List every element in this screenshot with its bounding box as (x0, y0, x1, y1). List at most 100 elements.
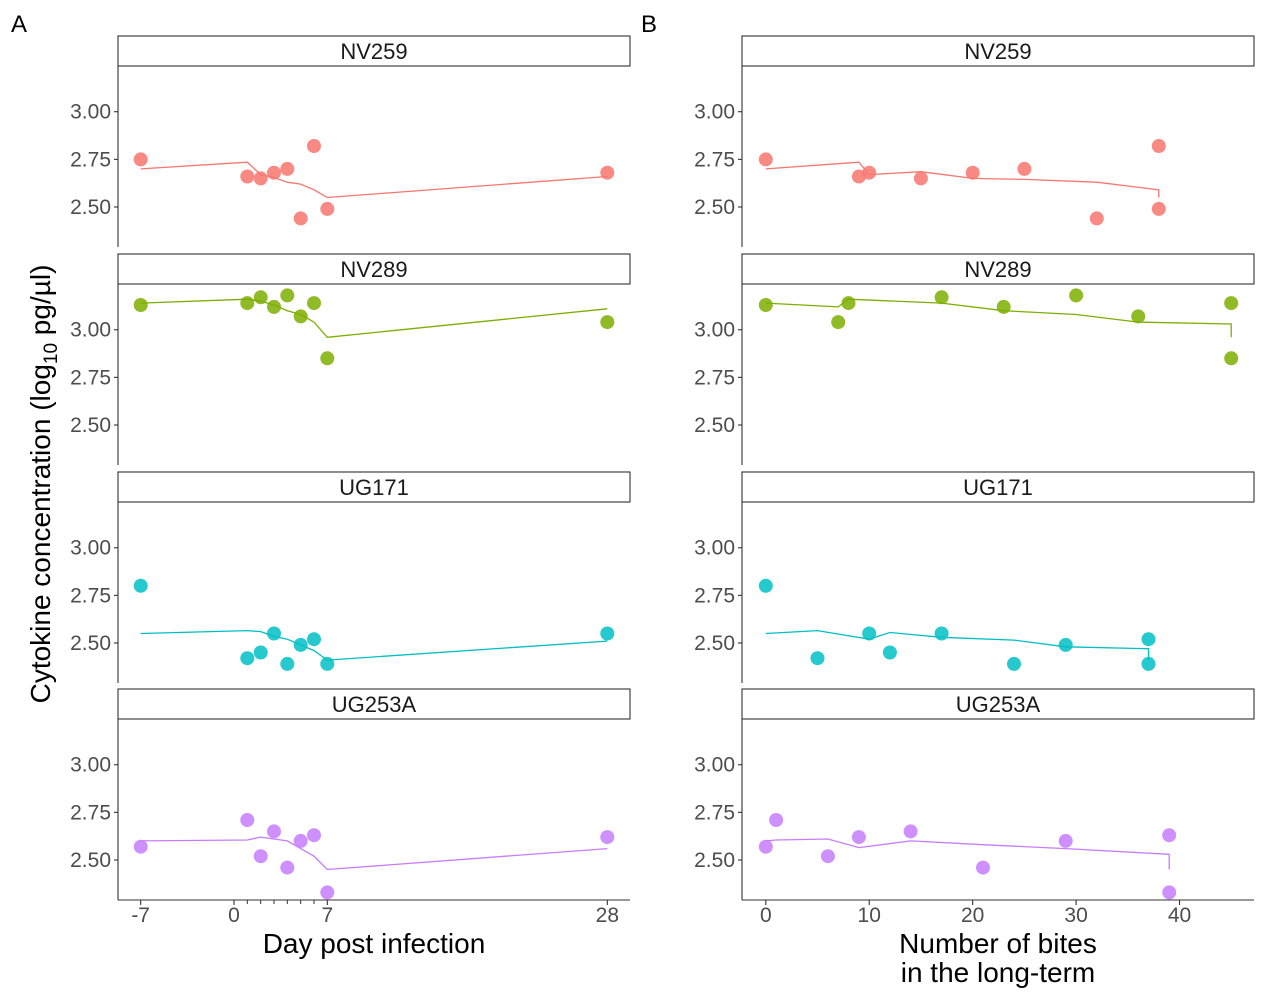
data-point (280, 860, 295, 875)
data-point (267, 165, 281, 180)
data-point (934, 290, 949, 305)
data-point (1089, 211, 1104, 226)
data-point (307, 632, 321, 647)
y-tick-label: 2.50 (70, 414, 111, 437)
y-tick-label: 2.50 (694, 414, 735, 437)
facet-strip-label: NV259 (340, 39, 407, 64)
data-point (240, 651, 255, 666)
data-point (1141, 632, 1156, 647)
x-tick-label: 28 (596, 904, 619, 927)
data-point (133, 298, 148, 312)
x-tick-label: -7 (131, 904, 150, 927)
y-tick-label: 3.00 (70, 537, 111, 560)
data-point (1017, 161, 1032, 176)
fit-line (140, 629, 608, 661)
data-point (133, 578, 148, 593)
panel-tag-b: B (641, 11, 657, 38)
data-point (1007, 656, 1021, 671)
data-point (253, 171, 268, 186)
data-point (307, 296, 321, 311)
data-point (240, 296, 255, 311)
data-point (293, 637, 308, 652)
data-point (758, 578, 773, 593)
facet-b-nv259: NV259 2.50 2.75 3.00 (694, 35, 1255, 247)
y-axis-title-tail: pg/µl) (25, 265, 56, 343)
x-tick-label: 0 (228, 904, 240, 927)
data-point (831, 315, 846, 330)
data-point (851, 830, 866, 845)
data-point (320, 656, 335, 671)
panel-tag-a: A (11, 11, 27, 38)
data-point (1224, 296, 1239, 311)
data-point (758, 839, 773, 854)
data-point (293, 309, 308, 324)
facet-b-nv289: NV289 2.50 2.75 3.00 (694, 253, 1255, 465)
y-tick-label: 2.50 (694, 632, 735, 655)
y-tick-label: 3.00 (694, 537, 735, 560)
y-axis-title: Cytokine concentration (log10 pg/µl) (25, 265, 62, 704)
data-point (293, 211, 308, 226)
data-point (307, 828, 321, 843)
fit-line (140, 298, 608, 338)
data-point (1069, 288, 1084, 303)
data-point (600, 165, 615, 180)
y-tick-label: 2.75 (70, 366, 111, 389)
facet-b-ug171: UG171 2.50 2.75 3.00 (694, 471, 1255, 683)
data-point (841, 296, 856, 311)
fit-line (765, 161, 1160, 198)
facet-strip (117, 35, 631, 67)
x-tick-label: 40 (1168, 904, 1191, 927)
y-tick-label: 2.50 (694, 849, 735, 872)
y-tick-label: 2.50 (70, 196, 111, 219)
facet-strip-label: NV289 (340, 257, 407, 282)
facet-strip (117, 253, 631, 285)
y-tick-label: 2.75 (70, 148, 111, 171)
y-tick-label: 2.75 (694, 584, 735, 607)
facet-strip (741, 688, 1255, 720)
data-point (1151, 139, 1166, 153)
data-point (1058, 833, 1073, 848)
data-point (280, 288, 295, 303)
y-tick-label: 2.50 (694, 196, 735, 219)
data-point (267, 299, 281, 314)
data-point (1131, 309, 1146, 324)
data-point (996, 299, 1011, 314)
facet-a-nv259: NV259 2.50 2.75 3.00 (70, 35, 631, 247)
x-axis-title: Number of bites (899, 928, 1097, 959)
data-point (253, 290, 268, 305)
data-point (934, 626, 949, 641)
data-point (600, 626, 615, 641)
data-point (1141, 656, 1156, 671)
x-tick-label: 30 (1064, 904, 1087, 927)
data-point (810, 651, 825, 666)
facet-strip-label: UG253A (956, 692, 1041, 717)
y-tick-label: 2.50 (70, 849, 111, 872)
data-point (1058, 637, 1073, 652)
data-point (913, 171, 928, 186)
facet-strip-label: NV259 (964, 39, 1031, 64)
data-point (1224, 351, 1239, 366)
data-point (253, 849, 268, 864)
data-point (600, 830, 615, 845)
y-tick-label: 3.00 (694, 101, 735, 124)
data-point (1162, 885, 1177, 900)
y-tick-label: 3.00 (694, 319, 735, 342)
y-tick-label: 2.50 (70, 632, 111, 655)
data-point (320, 351, 335, 366)
facet-strip (741, 35, 1255, 67)
facet-b-ug253a: UG253A 2.50 2.75 3.00 0 10 20 30 40 Number of bit… (694, 688, 1255, 988)
facet-a-ug253a: UG253A 2.50 2.75 3.00 -7 0 7 28 Day post infecti… (70, 688, 631, 959)
data-point (600, 315, 615, 330)
data-point (320, 885, 335, 900)
fit-line (765, 838, 1170, 870)
data-point (280, 161, 295, 176)
data-point (293, 833, 308, 848)
data-point (240, 813, 255, 827)
x-axis-title: in the long-term (901, 957, 1096, 988)
data-point (820, 849, 835, 864)
y-tick-label: 2.75 (694, 366, 735, 389)
data-point (1151, 201, 1166, 216)
y-tick-label: 2.75 (694, 801, 735, 824)
facet-strip-label: UG171 (963, 475, 1033, 500)
y-tick-label: 3.00 (70, 101, 111, 124)
